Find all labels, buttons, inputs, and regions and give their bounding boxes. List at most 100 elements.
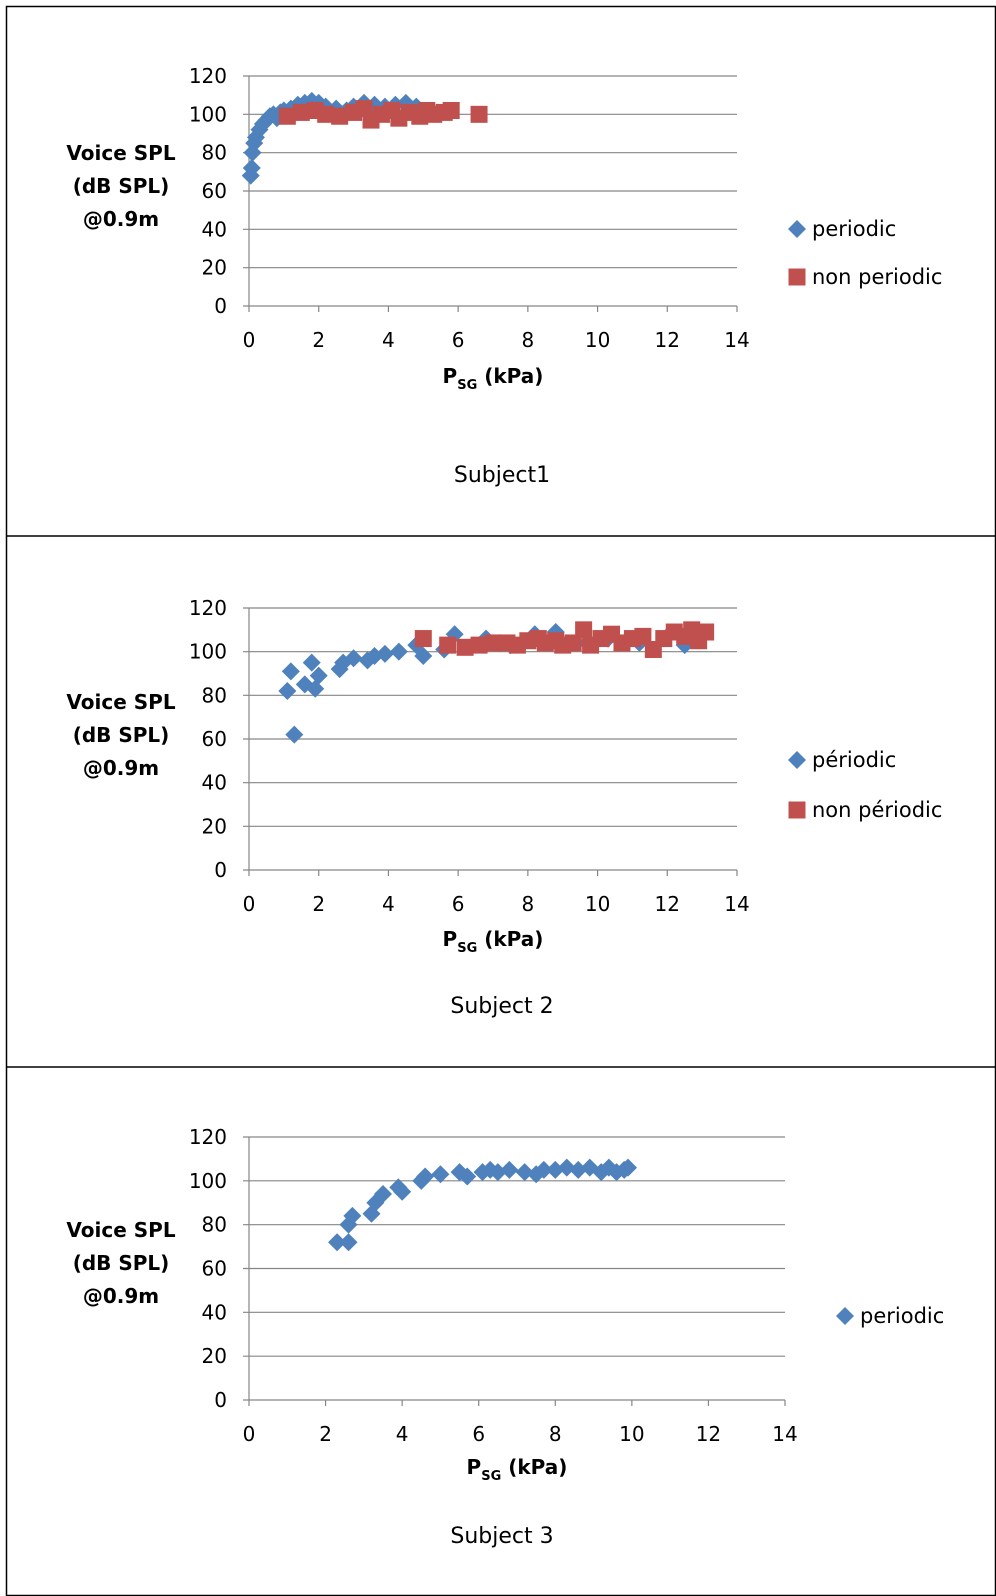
data-point-diamond [328,1233,347,1252]
subject-caption: Subject 2 [450,994,553,1019]
data-point-diamond [619,1158,638,1177]
data-point-diamond [546,1160,565,1179]
data-point-square [292,103,310,121]
y-axis-label-line: (dB SPL) [73,723,170,747]
y-tick-label: 120 [189,1125,227,1149]
data-point-square [456,638,474,656]
data-point-diamond [343,1206,362,1225]
x-axis-label: PSG (kPa) [467,1455,568,1484]
x-tick-label: 0 [243,328,256,352]
y-tick-label: 100 [189,102,227,126]
data-point-diamond [281,662,300,681]
legend-marker [788,751,806,769]
data-point-square [439,636,457,654]
data-point-square [575,621,593,639]
data-point-diamond [569,1160,588,1179]
gridlines [243,1136,786,1406]
data-point-diamond [339,1233,358,1252]
x-tick-label: 14 [772,1422,797,1446]
x-tick-labels: 0 2 4 6 8 10 12 14 [243,1422,798,1446]
data-point-diamond [557,1158,576,1177]
data-point-diamond [374,1184,392,1203]
data-point-diamond [250,120,269,139]
y-tick-labels: 0 20 40 60 80 100 120 [189,64,227,318]
y-tick-label: 20 [202,1344,227,1368]
x-tick-label: 12 [655,892,680,916]
x-tick-label: 14 [724,328,749,352]
data-point-square [278,107,296,125]
y-axis-label-line: (dB SPL) [73,1251,170,1275]
x-axis-label: PSG (kPa) [443,364,544,393]
legend-marker [788,268,806,286]
y-tick-label: 0 [214,858,227,882]
y-axis-label-line: @0.9m [83,207,159,231]
data-point-diamond [500,1160,519,1179]
x-tick-labels: 0 2 4 6 8 10 12 14 [243,328,750,352]
x-tick-label: 10 [619,1422,644,1446]
y-tick-label: 80 [202,683,227,707]
y-axis-label-line: Voice SPL [66,1218,175,1242]
y-axis-label-line: (dB SPL) [73,174,170,198]
data-point-diamond [309,666,328,685]
x-tick-label: 2 [312,892,325,916]
y-tick-label: 60 [202,727,227,751]
legend: periodic [836,1304,944,1328]
y-tick-label: 120 [189,64,227,88]
x-tick-label: 10 [585,892,610,916]
y-tick-label: 120 [189,596,227,620]
legend: periodic non periodic [788,217,942,289]
y-tick-label: 0 [214,294,227,318]
chart-panel: 0 20 40 60 80 100 120 0 2 4 6 8 10 12 14 Voice SPL (dB… [66,1125,944,1549]
y-axis-label-line: Voice SPL [66,141,175,165]
y-tick-label: 100 [189,1169,227,1193]
data-point-diamond [515,1163,534,1182]
y-tick-label: 60 [202,179,227,203]
x-tick-label: 8 [521,328,534,352]
chart-panel: 0 20 40 60 80 100 120 0 2 4 6 8 10 12 14 Voice SPL (dB… [66,64,942,488]
x-tick-label: 14 [724,892,749,916]
y-tick-label: 60 [202,1257,227,1281]
data-point-diamond [278,681,297,700]
x-tick-label: 6 [472,1422,485,1446]
x-tick-label: 6 [452,328,465,352]
data-point-diamond [414,647,433,666]
data-point-square [470,636,488,654]
data-point-square [634,627,652,645]
data-point-diamond [344,649,363,668]
data-point-diamond [431,1165,450,1184]
x-tick-label: 4 [382,328,395,352]
y-axis-label: Voice SPL (dB SPL) @0.9m [66,141,175,231]
x-tick-label: 8 [521,892,534,916]
y-axis-label: Voice SPL (dB SPL) @0.9m [66,690,175,780]
data-point-square [697,623,715,641]
y-tick-labels: 0 20 40 60 80 100 120 [189,1125,227,1412]
legend-label: non periodic [812,265,942,289]
y-tick-label: 0 [214,1388,227,1412]
x-tick-label: 2 [319,1422,332,1446]
data-point-square [470,105,488,123]
data-point-square [414,630,432,648]
plot-marks [241,91,488,185]
legend-label: periodic [860,1304,944,1328]
legend-label: non périodic [812,798,942,822]
y-tick-label: 80 [202,1213,227,1237]
legend-marker [788,220,806,238]
x-tick-label: 6 [452,892,465,916]
plot-marks [328,1158,638,1252]
data-point-diamond [393,1182,412,1201]
legend-label: periodic [812,217,896,241]
y-tick-label: 20 [202,814,227,838]
data-point-diamond [416,1167,435,1186]
x-tick-label: 4 [382,892,395,916]
y-tick-label: 40 [202,217,227,241]
x-axis-label: PSG (kPa) [443,927,544,956]
plot-marks [278,621,715,744]
x-tick-labels: 0 2 4 6 8 10 12 14 [243,892,750,916]
x-tick-label: 12 [655,328,680,352]
legend-marker [788,801,806,819]
legend: périodic non périodic [788,748,942,822]
y-tick-label: 20 [202,256,227,280]
y-tick-labels: 0 20 40 60 80 100 120 [189,596,227,882]
data-point-diamond [306,679,325,698]
